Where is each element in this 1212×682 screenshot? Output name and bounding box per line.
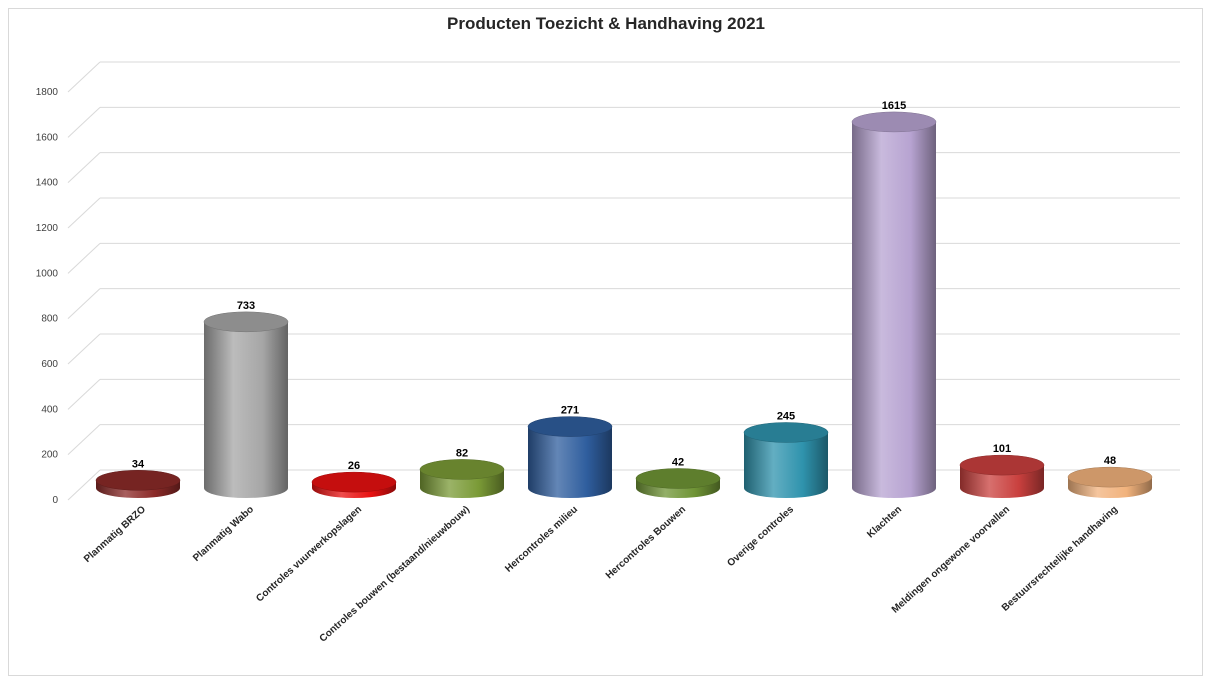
data-label: 733 [237,300,255,312]
gridline-side [67,288,101,320]
bar-8 [959,454,1045,498]
bar-top [1067,466,1153,488]
category-label: Overige controles [725,504,796,569]
data-label: 42 [672,456,684,468]
category-label: Planmatig BRZO [82,504,148,565]
category-label: Planmatig Wabo [191,504,256,564]
gridline-side [67,469,101,501]
y-tick-label: 600 [41,359,58,370]
bar-top [851,111,937,133]
bars-layer [95,111,1153,498]
bar-body [528,426,612,498]
data-label: 245 [777,410,795,422]
bar-body [744,432,828,498]
chart-title: Producten Toezicht & Handhaving 2021 [446,14,766,33]
bar-body [204,321,288,498]
bar-top [203,311,289,333]
bar-body [852,121,936,498]
bar-5 [635,468,721,498]
bar-3 [419,459,505,498]
y-tick-label: 1000 [36,268,59,279]
bar-top [635,468,721,489]
bar-top [743,422,829,443]
bar-2 [311,471,397,498]
y-tick-label: 800 [41,314,58,325]
y-tick-label: 1800 [36,87,59,98]
bar-6 [743,422,829,498]
category-label: Meldingen ongewone voorvallen [890,504,1012,616]
gridline-side [67,197,101,229]
y-tick-label: 1600 [36,132,59,143]
bar-7 [851,111,937,498]
gridline-side [67,242,101,274]
gridline-side [67,333,101,365]
data-label: 26 [348,460,360,472]
bar-1 [203,311,289,498]
gridline-side [67,152,101,184]
y-tick-label: 1200 [36,223,59,234]
bar-top [959,454,1045,476]
category-label: Klachten [865,504,904,540]
bar-4 [527,416,613,498]
category-label: Controles vuurwerkopslagen [254,504,364,604]
data-label: 271 [561,405,579,417]
y-tick-label: 1400 [36,178,59,189]
data-label: 82 [456,447,468,459]
y-tick-label: 0 [52,495,58,506]
bar-0 [95,470,181,498]
gridline-side [67,378,101,410]
bar-9 [1067,466,1153,498]
gridline-side [67,424,101,456]
bar-top [419,459,505,480]
bar-top [311,471,397,493]
data-label: 48 [1104,455,1116,467]
category-label: Hercontroles milieu [503,504,580,575]
gridline-side [67,106,101,138]
gridline-side [67,61,101,93]
bar-top [95,470,181,491]
data-label: 1615 [882,100,906,112]
y-tick-label: 200 [41,450,58,461]
y-tick-label: 400 [41,404,58,415]
data-label: 101 [993,443,1011,455]
category-label: Bestuursrechtelijke handhaving [1000,504,1120,614]
grid-layer: 0 200 400 600 800 1000 1200 1400 1600 1800 [36,61,1180,506]
data-label: 34 [132,458,145,470]
bar-top [527,416,613,437]
category-label: Hercontroles Bouwen [604,504,688,581]
